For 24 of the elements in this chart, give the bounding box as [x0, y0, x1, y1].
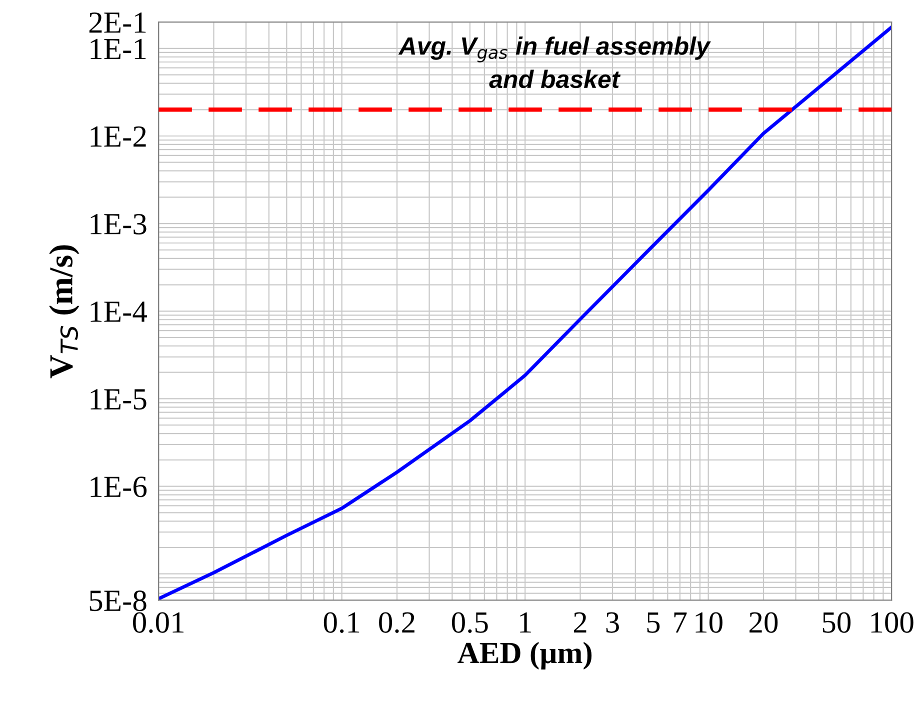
x-tick-label: 1: [520, 612, 531, 633]
x-tick-label: 10: [696, 612, 722, 633]
x-tick-label: 2: [574, 612, 586, 633]
x-axis-title: AED (µm): [458, 642, 592, 670]
x-tick-label: 0.01: [133, 612, 184, 633]
y-tick-label: 1E-6: [90, 476, 147, 498]
x-tick-label: 20: [750, 612, 778, 633]
x-tick-label: 0.2: [379, 612, 414, 633]
y-tick-label: 1E-5: [90, 389, 146, 410]
y-tick-label: 1E-1: [90, 38, 146, 60]
y-tick-label: 1E-2: [90, 126, 146, 147]
x-tick-label: 7: [674, 612, 687, 633]
x-tick-label: 0.1: [324, 612, 360, 633]
x-tick-label: 3: [606, 612, 619, 633]
x-tick-label: 0.5: [452, 612, 488, 633]
y-tick-label: 1E-3: [90, 214, 146, 234]
y-axis-title: V$_{TS}$ (m/s): [49, 245, 80, 378]
annotation: Avg. V$_{gas}$ in fuel assembly and basket: [398, 36, 711, 88]
x-tick-label: 100: [871, 612, 914, 633]
x-tick-label: 5: [647, 612, 660, 633]
y-tick-label: 2E-1: [89, 12, 146, 33]
y-tick-label: 1E-4: [90, 302, 147, 322]
x-tick-label: 50: [822, 612, 851, 633]
y-tick-label: 5E-8: [90, 590, 146, 612]
